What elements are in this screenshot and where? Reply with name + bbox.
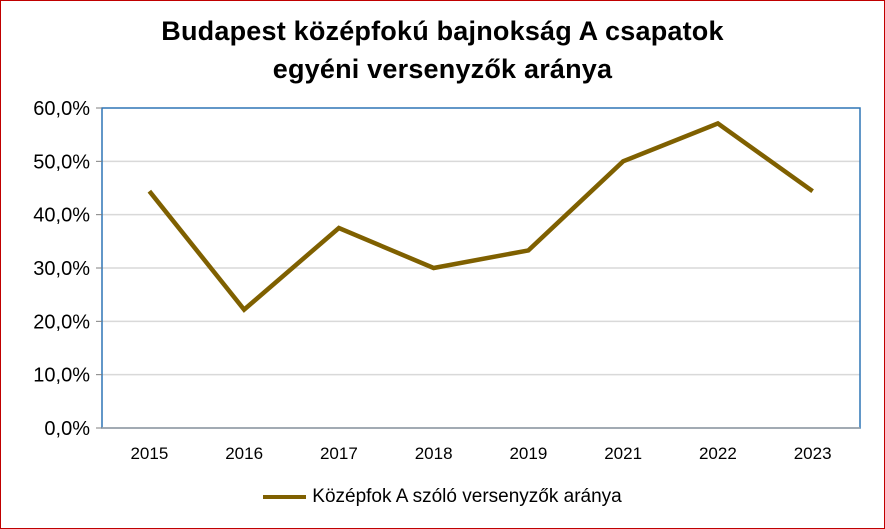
legend: Középfok A szóló versenyzők aránya bbox=[0, 482, 885, 512]
x-tick-label: 2023 bbox=[794, 444, 832, 463]
y-tick-label: 30,0% bbox=[33, 258, 90, 280]
x-tick-label: 2018 bbox=[415, 444, 453, 463]
y-tick-label: 40,0% bbox=[33, 205, 90, 227]
axes: 0,0% 10,0% 20,0% 30,0% 40,0% 50,0% 60,0% 2015 20… bbox=[33, 98, 860, 463]
series-layer bbox=[147, 120, 814, 313]
x-tick-label: 2016 bbox=[225, 444, 263, 463]
x-tick-label: 2022 bbox=[699, 444, 737, 463]
legend-swatch bbox=[263, 495, 307, 499]
gridlines bbox=[102, 160, 860, 376]
legend-label: Középfok A szóló versenyzők aránya bbox=[312, 486, 622, 507]
y-tick-label: 10,0% bbox=[33, 365, 90, 387]
series-line-0 bbox=[147, 120, 814, 313]
x-tick-label: 2015 bbox=[130, 444, 168, 463]
x-tick-label: 2017 bbox=[320, 444, 358, 463]
x-tick-label: 2019 bbox=[509, 444, 547, 463]
y-tick-label: 60,0% bbox=[33, 98, 90, 120]
y-tick-label: 0,0% bbox=[44, 418, 90, 440]
y-tick-label: 50,0% bbox=[33, 151, 90, 173]
chart-title-line-2: egyéni versenyzők aránya bbox=[272, 54, 613, 84]
x-tick-label: 2021 bbox=[604, 444, 642, 463]
chart-title-line-1: Budapest középfokú bajnokság A csapatok bbox=[161, 16, 724, 46]
y-tick-label: 20,0% bbox=[33, 311, 90, 333]
